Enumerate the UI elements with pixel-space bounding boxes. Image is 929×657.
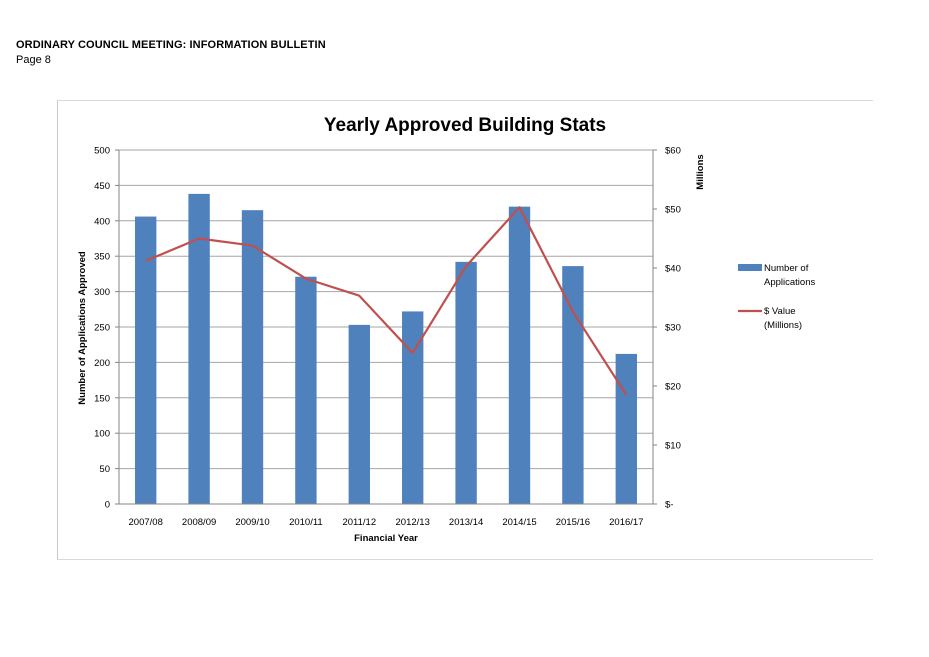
y2-tick-label: $40 xyxy=(665,264,681,275)
bar xyxy=(615,353,637,504)
y2-tick-label: $30 xyxy=(665,323,681,334)
y2-tick-label: $- xyxy=(665,500,673,511)
y2-tick-label: $50 xyxy=(665,205,681,216)
y-tick-label: 250 xyxy=(94,323,110,334)
x-tick-label: 2008/09 xyxy=(182,517,216,528)
legend-label-bars: Number of xyxy=(764,263,809,274)
bar xyxy=(562,266,584,504)
y-tick-label: 450 xyxy=(94,181,110,192)
y-tick-label: 350 xyxy=(94,252,110,263)
line-series xyxy=(145,206,628,396)
x-tick-label: 2010/11 xyxy=(289,517,323,528)
x-tick-label: 2012/13 xyxy=(396,517,430,528)
bar xyxy=(348,324,370,504)
legend-label-bars: Applications xyxy=(764,277,815,288)
y2-axis-ticks: $- $10 $20 $30 $40 $50 $60 xyxy=(653,146,681,511)
x-axis-label: Financial Year xyxy=(354,533,418,544)
y2-axis-label: Millions xyxy=(695,154,706,189)
y-axis-ticks: 0 50 100 150 200 250 300 350 400 450 500 xyxy=(94,146,119,511)
y-axis-label: Number of Applications Approved xyxy=(77,251,88,405)
x-tick-label: 2007/08 xyxy=(129,517,163,528)
bar xyxy=(188,193,210,504)
x-axis-ticks: 2007/08 2008/09 2009/10 2010/11 2011/12 2012/… xyxy=(129,517,644,528)
y-tick-label: 300 xyxy=(94,287,110,298)
y2-tick-label: $10 xyxy=(665,441,681,452)
bar xyxy=(135,216,157,504)
y2-tick-label: $60 xyxy=(665,146,681,157)
x-tick-label: 2011/12 xyxy=(342,517,376,528)
bar xyxy=(402,311,424,504)
x-tick-label: 2009/10 xyxy=(235,517,269,528)
bar-series xyxy=(135,193,637,504)
legend-label-line: (Millions) xyxy=(764,320,802,331)
y-tick-label: 0 xyxy=(105,500,110,511)
y-tick-label: 200 xyxy=(94,358,110,369)
bar xyxy=(508,206,531,504)
bar xyxy=(455,261,477,504)
legend: Number of Applications $ Value (Millions) xyxy=(738,263,815,331)
legend-label-line: $ Value xyxy=(764,306,796,317)
x-tick-label: 2016/17 xyxy=(609,517,643,528)
y-tick-label: 150 xyxy=(94,393,110,404)
y-tick-label: 100 xyxy=(94,429,110,440)
x-tick-label: 2013/14 xyxy=(449,517,483,528)
chart-frame xyxy=(57,100,873,560)
bar xyxy=(241,210,264,504)
y-tick-label: 50 xyxy=(99,464,110,475)
bar xyxy=(295,276,317,504)
bulletin-title: ORDINARY COUNCIL MEETING: INFORMATION BU… xyxy=(16,39,326,51)
legend-swatch-bars xyxy=(738,264,762,271)
value-line xyxy=(145,206,628,396)
x-tick-label: 2014/15 xyxy=(502,517,536,528)
y2-tick-label: $20 xyxy=(665,382,681,393)
x-tick-label: 2015/16 xyxy=(556,517,590,528)
page-number: Page 8 xyxy=(16,54,51,66)
chart-title: Yearly Approved Building Stats xyxy=(324,115,606,136)
y-tick-label: 500 xyxy=(94,146,110,157)
y-tick-label: 400 xyxy=(94,216,110,227)
